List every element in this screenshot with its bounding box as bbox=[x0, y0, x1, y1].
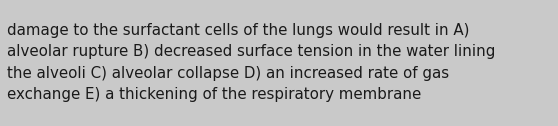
Text: damage to the surfactant cells of the lungs would result in A)
alveolar rupture : damage to the surfactant cells of the lu… bbox=[7, 23, 496, 102]
